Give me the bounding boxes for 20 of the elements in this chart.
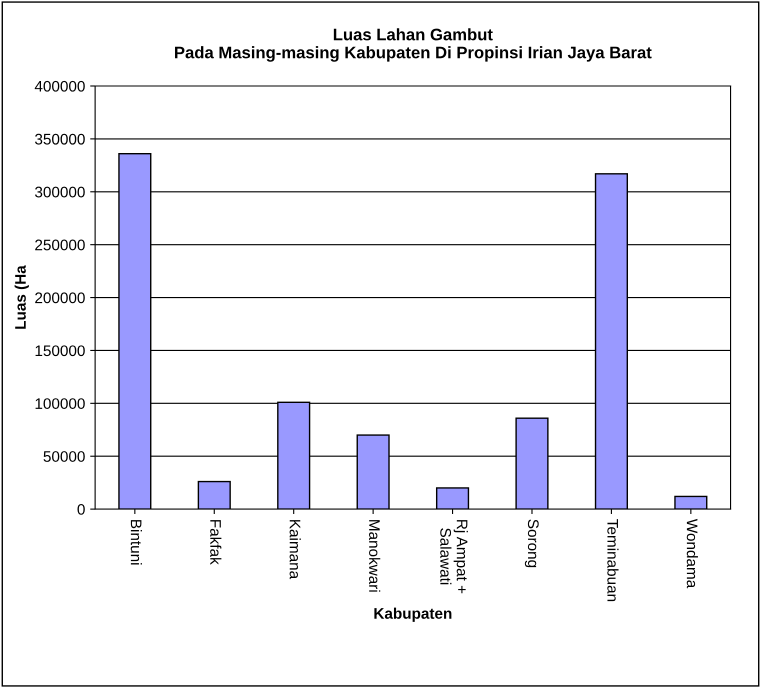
y-axis-title: Luas (Ha	[14, 265, 29, 329]
y-tick-label: 250000	[35, 240, 85, 250]
chart-title: Luas Lahan Gambut Pada Masing-masing Kabupaten Di Propinsi Irian Jaya Barat	[175, 28, 652, 62]
y-tick-label: 100000	[36, 398, 85, 410]
y-tick-label: 350000	[35, 134, 85, 145]
y-tick-label: 0	[78, 504, 85, 515]
x-tick-label: Fakfak	[210, 520, 222, 565]
y-tick-label: 400000	[34, 80, 85, 92]
x-tick-label: Wondama	[686, 518, 698, 588]
x-tick-label: Rj Ampat + Salawati	[440, 520, 468, 594]
y-tick-label: 150000	[36, 345, 85, 356]
x-tick-label: Sorong	[524, 520, 539, 568]
x-axis-title: Kabupaten	[374, 608, 452, 622]
x-tick-label: Manokwari	[369, 520, 380, 592]
x-tick-label: Bintuni	[130, 520, 142, 565]
y-tick-label: 200000	[35, 292, 85, 304]
y-tick-label: 300000	[35, 186, 85, 198]
x-tick-label: Kaimana	[290, 520, 301, 580]
y-tick-label: 50000	[44, 451, 85, 462]
x-tick-label: Teminabuan	[607, 519, 619, 602]
